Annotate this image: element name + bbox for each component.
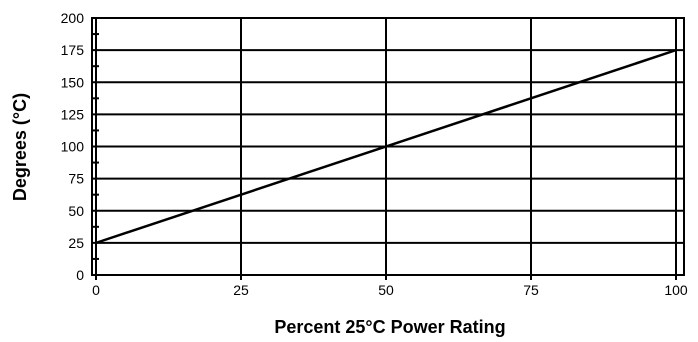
y-tick-label: 75 (68, 171, 84, 187)
y-tick-label: 25 (68, 235, 84, 251)
minor-ticks (92, 33, 677, 280)
y-tick-labels: 0 25 50 75 100 125 150 175 200 (61, 10, 85, 283)
y-tick-label: 0 (76, 267, 84, 283)
x-tick-label: 100 (664, 282, 688, 298)
x-tick-label: 0 (92, 282, 100, 298)
y-tick-label: 50 (68, 203, 84, 219)
x-tick-labels: 0 25 50 75 100 (92, 282, 688, 298)
x-axis-title: Percent 25°C Power Rating (274, 317, 505, 337)
x-tick-label: 25 (233, 282, 249, 298)
y-tick-label: 200 (61, 10, 85, 26)
y-tick-label: 100 (61, 139, 85, 155)
y-tick-label: 125 (61, 106, 85, 122)
x-tick-label: 75 (523, 282, 539, 298)
plot-frame (91, 17, 685, 276)
y-tick-label: 175 (61, 42, 85, 58)
x-tick-label: 50 (378, 282, 394, 298)
series (95, 48, 677, 245)
y-axis-title: Degrees (°C) (10, 93, 30, 201)
series-line (95, 48, 677, 245)
y-tick-label: 150 (61, 74, 85, 90)
